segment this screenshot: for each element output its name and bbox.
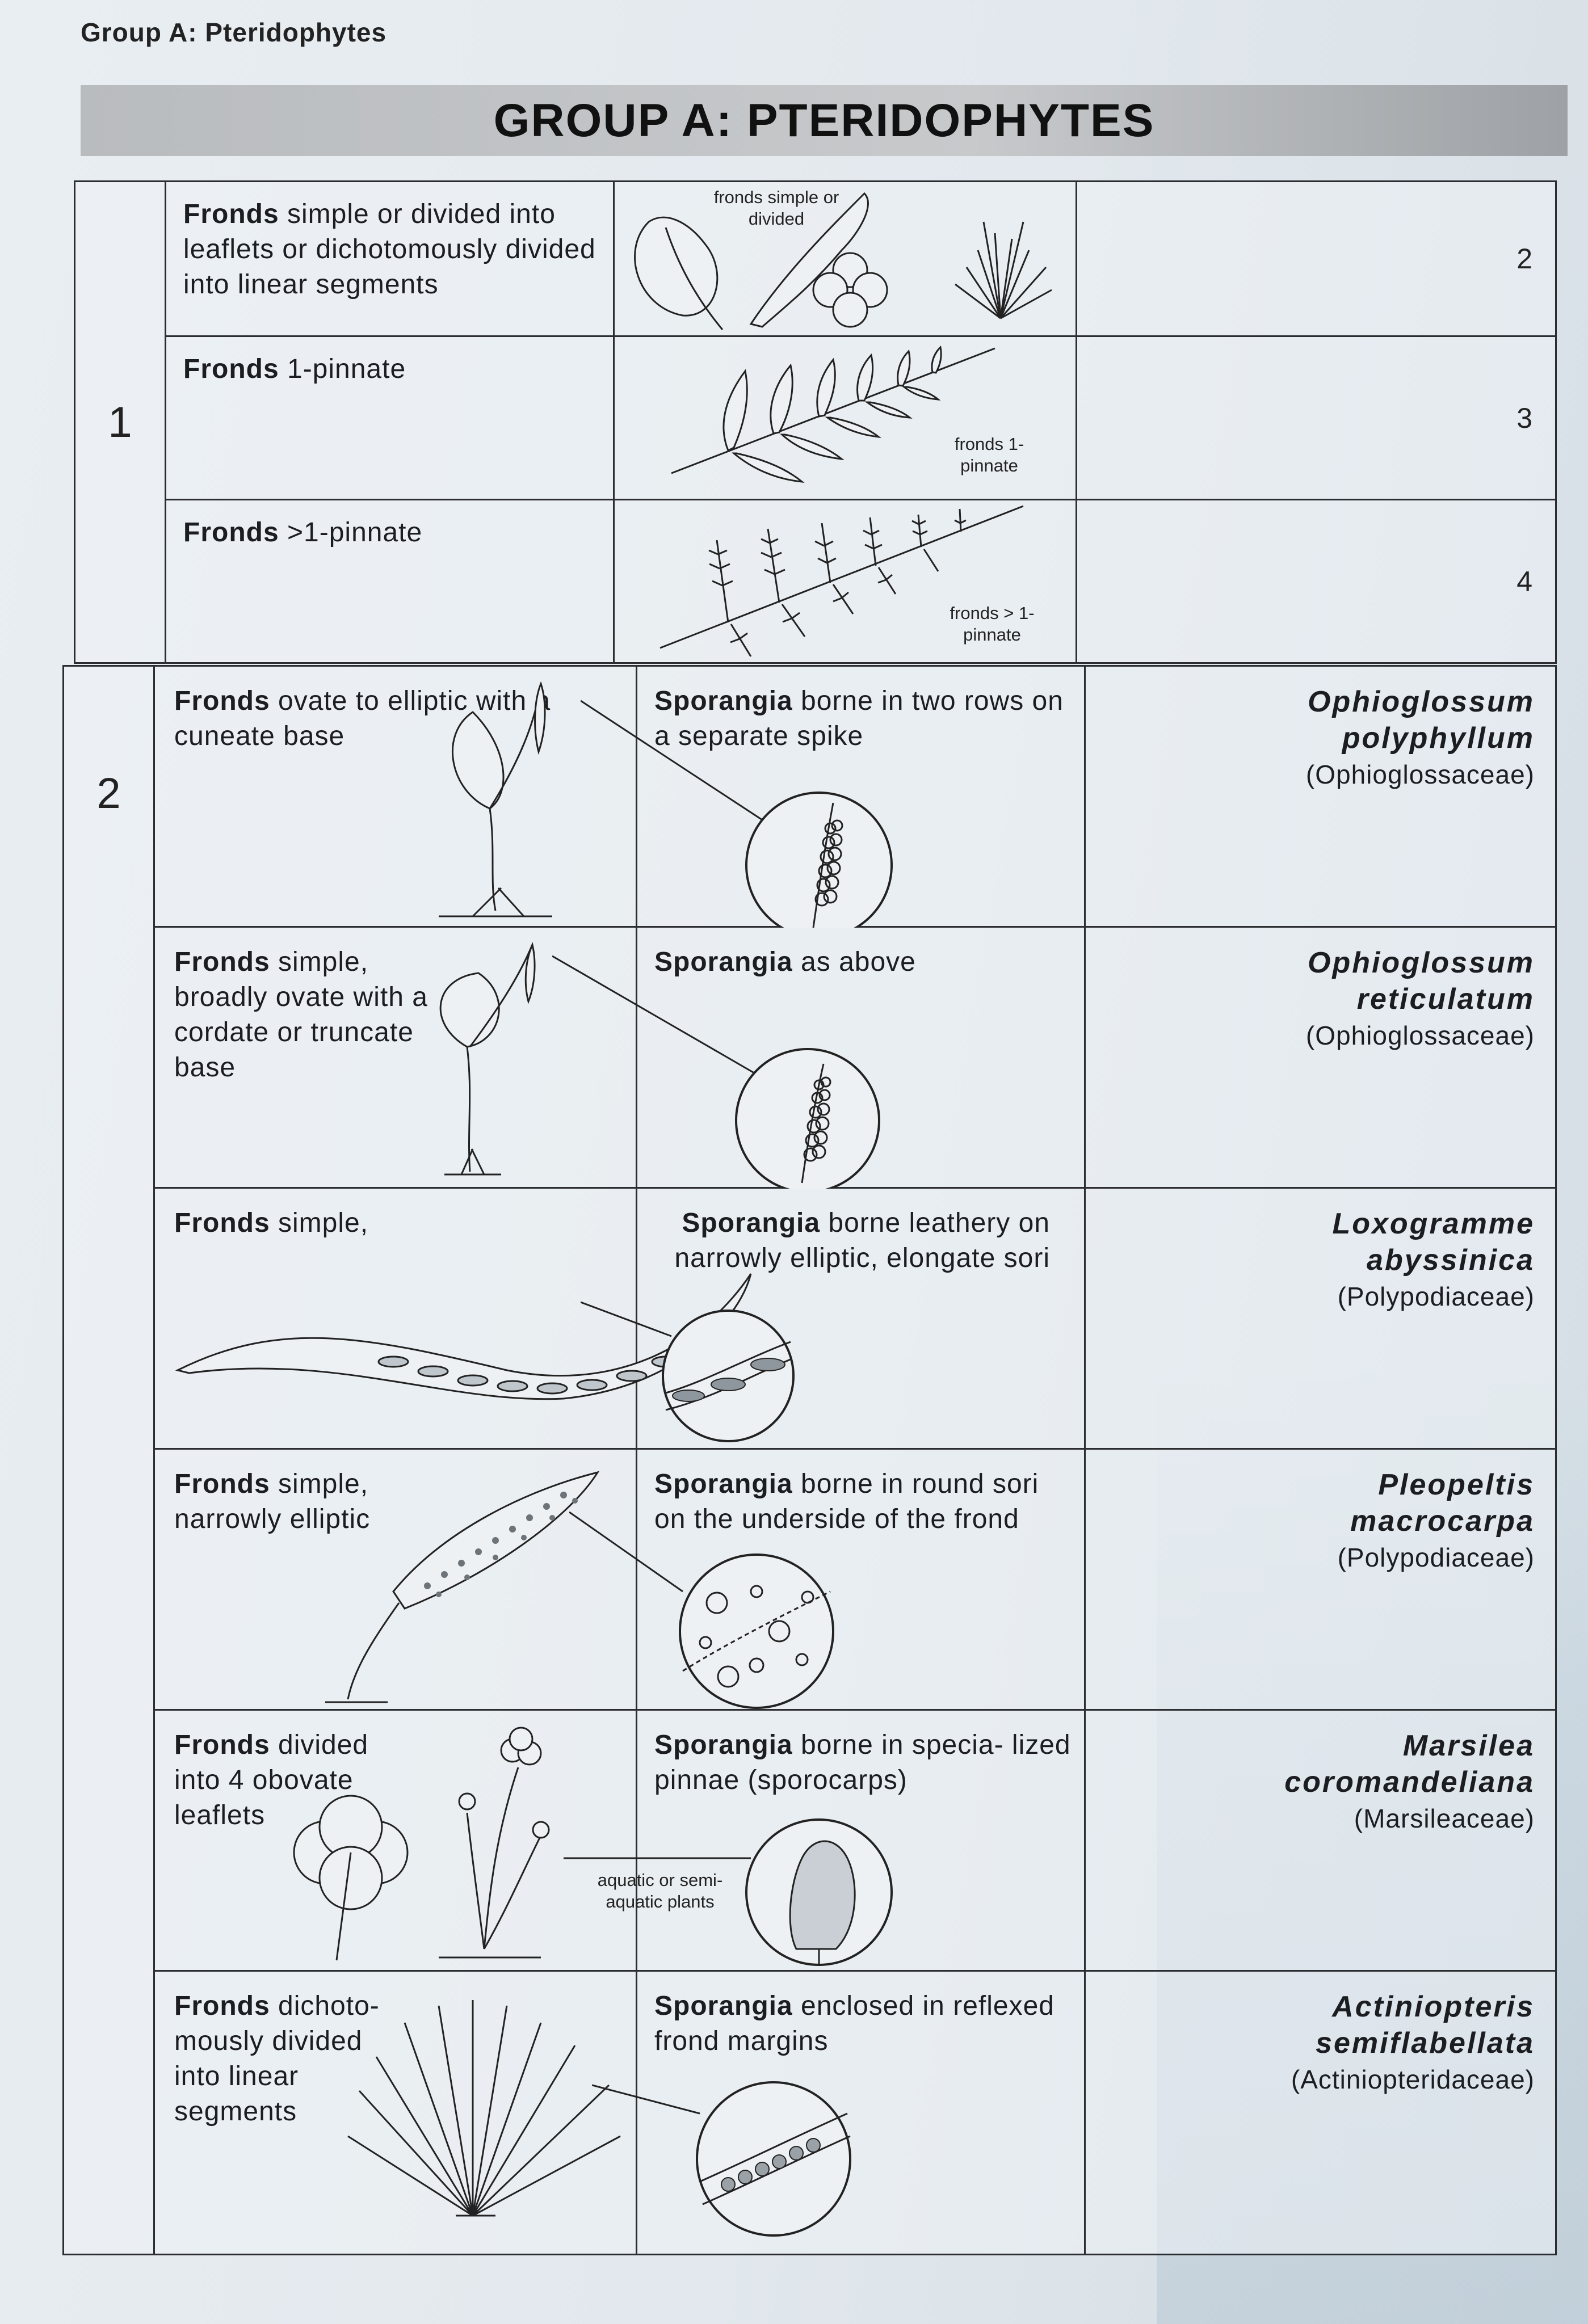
frond-description: Fronds dichoto- mously divided into line…	[153, 1970, 637, 2255]
species-row: Fronds simple, Sporangia borne leathery	[64, 1187, 1557, 1450]
sporangia-description: Sporangia borne in round sori on the und…	[569, 1448, 1086, 1711]
pinnate-frond-drawing-icon	[671, 345, 995, 483]
sporangia-description: Sporangia as above	[552, 926, 1086, 1189]
sporangia-lens-drawing-icon	[581, 700, 893, 928]
family: (Marsileaceae)	[1354, 1804, 1535, 1833]
simple-frond-drawing-icon	[439, 681, 552, 917]
simple-frond-drawing-icon	[347, 2000, 621, 2217]
genus: Ophioglossum	[1308, 685, 1535, 718]
simple-frond-drawing-icon	[293, 1727, 550, 1961]
sporangia-lens-drawing-icon	[592, 2081, 851, 2237]
genus: Marsilea	[1402, 1729, 1535, 1762]
species-epithet: macrocarpa	[1350, 1505, 1535, 1538]
frond-description: Fronds simple, narrowly elliptic	[153, 1448, 637, 1711]
figure-label: fronds 1-pinnate	[954, 434, 1024, 475]
running-head: Group A: Pteridophytes	[81, 18, 387, 47]
key1-description: Fronds 1-pinnate	[165, 335, 615, 500]
genus: Pleopeltis	[1378, 1468, 1535, 1501]
sporangia-description: Sporangia enclosed in reflexed frond mar…	[592, 1970, 1086, 2255]
species-epithet: polyphyllum	[1342, 722, 1535, 755]
sporangia-description: Sporangia borne in specia- lized pinnae …	[564, 1709, 1086, 1972]
sporangia-description: Sporangia borne leathery on narrowly ell…	[581, 1187, 1086, 1450]
lead-number: 3	[1076, 335, 1557, 500]
simple-frond-drawing-icon	[634, 192, 1052, 330]
genus: Loxogramme	[1332, 1207, 1535, 1240]
key1-row: Fronds >1-pinnate	[75, 499, 1557, 664]
species-row: Fronds simple, broadly ovate with a cord…	[64, 926, 1557, 1189]
frond-description: Fronds ovate to elliptic with a cuneate …	[153, 665, 637, 928]
key1-figure: fronds 1-pinnate	[613, 335, 1077, 500]
key1-row: 1 Fronds simple or divided into leaflets…	[74, 180, 1557, 664]
species-name: Loxogramme abyssinica (Polypodiaceae)	[1084, 1187, 1557, 1450]
lead-number: 4	[1076, 499, 1557, 664]
sporangia-lens-drawing-icon	[569, 1511, 834, 1709]
couplet-number: 2	[62, 665, 155, 2255]
species-row: 2 Fronds ovate to elliptic with a cuneat…	[62, 665, 1557, 2255]
couplet-number: 1	[74, 180, 166, 664]
species-name: Ophioglossum polyphyllum (Ophioglossacea…	[1084, 665, 1557, 928]
sporangia-lens-drawing-icon	[564, 1818, 893, 1966]
species-name: Actiniopteris semiflabellata (Actiniopte…	[1084, 1970, 1557, 2255]
figure-label: fronds > 1-pinnate	[950, 603, 1035, 645]
species-epithet: abyssinica	[1367, 1244, 1535, 1277]
family: (Ophioglossaceae)	[1305, 760, 1535, 789]
key1-description: Fronds >1-pinnate	[165, 499, 615, 664]
species-row: Fronds simple, narrowly elliptic	[64, 1448, 1557, 1711]
bipinnate-frond-drawing-icon	[659, 505, 1024, 657]
figure-label: aquatic or semi-aquatic plants	[597, 1870, 723, 1912]
sporangia-description: Sporangia borne in two rows on a separat…	[581, 665, 1086, 928]
family: (Ophioglossaceae)	[1305, 1021, 1535, 1050]
key-couplet-2: 2 Fronds ovate to elliptic with a cuneat…	[62, 665, 1557, 2255]
species-epithet: reticulatum	[1356, 983, 1535, 1016]
frond-description: Fronds simple,	[153, 1187, 752, 1450]
simple-frond-drawing-icon	[439, 942, 536, 1176]
frond-description: Fronds simple, broadly ovate with a cord…	[153, 926, 637, 1189]
key-couplet-1: 1 Fronds simple or divided into leaflets…	[74, 180, 1557, 664]
species-row: Fronds divided into 4 obovate leaflets	[64, 1709, 1557, 1972]
key1-figure: fronds simple or divided	[613, 180, 1077, 337]
species-name: Ophioglossum reticulatum (Ophioglossacea…	[1084, 926, 1557, 1189]
family: (Actiniopteridaceae)	[1291, 2065, 1535, 2094]
lead-number: 2	[1076, 180, 1557, 337]
genus: Ophioglossum	[1308, 946, 1535, 979]
sporangia-lens-drawing-icon	[581, 1301, 795, 1442]
page-title: GROUP A: PTERIDOPHYTES	[493, 94, 1155, 146]
simple-frond-drawing-icon	[325, 1471, 600, 1703]
family: (Polypodiaceae)	[1337, 1543, 1535, 1572]
key1-description: Fronds simple or divided into leaflets o…	[165, 180, 615, 337]
title-bar: GROUP A: PTERIDOPHYTES	[81, 85, 1568, 156]
species-epithet: semiflabellata	[1316, 2027, 1535, 2060]
key1-figure: fronds > 1-pinnate	[613, 499, 1077, 664]
family: (Polypodiaceae)	[1337, 1282, 1535, 1311]
genus: Actiniopteris	[1332, 1990, 1535, 2023]
frond-description: Fronds divided into 4 obovate leaflets	[153, 1709, 637, 1972]
species-row: Fronds dichoto- mously divided into line…	[64, 1970, 1557, 2255]
simple-frond-drawing-icon	[175, 1273, 752, 1400]
sporangia-lens-drawing-icon	[552, 955, 880, 1189]
species-name: Marsilea coromandeliana (Marsileaceae)	[1084, 1709, 1557, 1972]
key1-row: Fronds 1-pinnate	[75, 335, 1557, 500]
species-name: Pleopeltis macrocarpa (Polypodiaceae)	[1084, 1448, 1557, 1711]
figure-label: fronds simple or divided	[713, 187, 839, 229]
species-epithet: coromandeliana	[1284, 1766, 1535, 1799]
